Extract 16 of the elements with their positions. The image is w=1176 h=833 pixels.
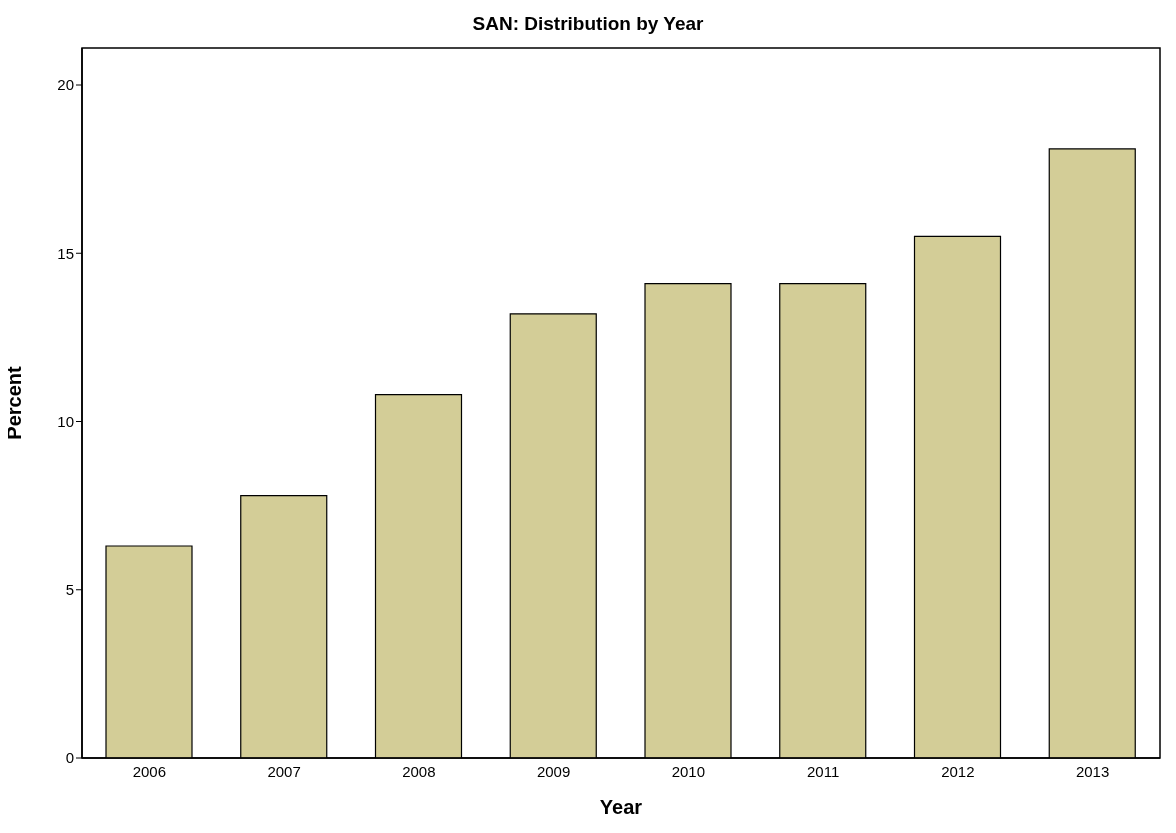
y-tick-label: 5 [65,581,74,599]
x-tick-label: 2012 [941,762,975,780]
y-tick-label: 0 [65,749,74,767]
y-tick-label: 15 [57,244,74,262]
x-tick-label: 2007 [267,762,301,780]
x-tick-label: 2010 [671,762,706,780]
y-tick-label: 10 [57,412,74,430]
chart-title: SAN: Distribution by Year [471,12,705,36]
x-axis-title: Year [599,796,643,818]
x-tick-label: 2008 [402,762,436,780]
y-axis-title: Percent [3,365,26,440]
x-tick-label: 2009 [536,762,571,780]
x-tick-label: 2011 [806,762,840,780]
x-tick-label: 2013 [1075,762,1110,780]
y-tick-label: 20 [57,76,74,94]
x-tick-label: 2006 [132,762,167,780]
